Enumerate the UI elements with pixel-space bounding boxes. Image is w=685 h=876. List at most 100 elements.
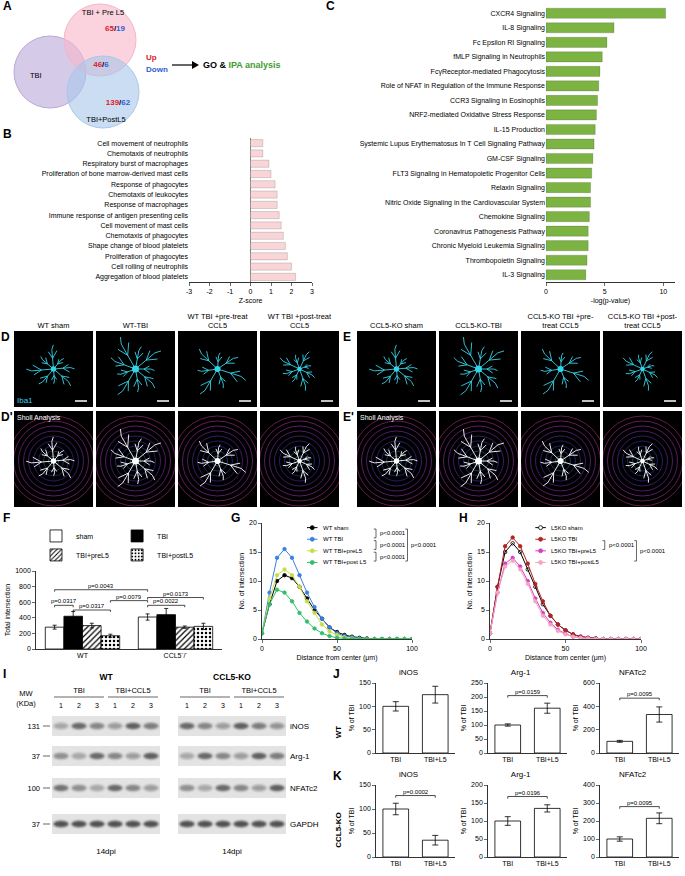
- svg-text:1000: 1000: [15, 567, 31, 574]
- svg-text:20: 20: [249, 519, 257, 526]
- svg-text:TBI+PostL5: TBI+PostL5: [86, 115, 125, 124]
- svg-text:p=0.0095: p=0.0095: [627, 691, 653, 697]
- svg-text:800: 800: [19, 583, 31, 590]
- svg-text:0: 0: [488, 645, 492, 652]
- svg-text:Z-score: Z-score: [239, 297, 263, 304]
- svg-text:10: 10: [249, 577, 257, 584]
- svg-text:1: 1: [185, 702, 189, 709]
- svg-text:Response of macrophages: Response of macrophages: [104, 201, 188, 209]
- svg-text:1: 1: [113, 702, 117, 709]
- svg-text:0: 0: [591, 749, 595, 756]
- svg-text:p<0.0001: p<0.0001: [380, 554, 406, 560]
- svg-text:p=0.0002: p=0.0002: [403, 789, 429, 795]
- svg-text:200: 200: [471, 693, 483, 700]
- svg-text:400: 400: [583, 781, 595, 788]
- svg-text:Arg-1: Arg-1: [511, 770, 531, 779]
- svg-text:2: 2: [77, 702, 81, 709]
- svg-text:100: 100: [359, 703, 371, 710]
- svg-text:100: 100: [406, 645, 418, 652]
- svg-text:Arg-1: Arg-1: [290, 752, 310, 761]
- svg-text:WT: WT: [334, 726, 343, 739]
- svg-text:Respiratory burst of macrophag: Respiratory burst of macrophages: [83, 160, 189, 168]
- svg-text:% of TBI: % of TBI: [348, 808, 355, 835]
- svg-text:No. of intersection: No. of intersection: [466, 553, 473, 610]
- svg-text:10: 10: [659, 288, 667, 295]
- svg-text:% of TBI: % of TBI: [572, 808, 579, 835]
- svg-text:p=0.0196: p=0.0196: [515, 790, 541, 796]
- svg-text:IL-3 Signaling: IL-3 Signaling: [502, 271, 545, 279]
- svg-text:400: 400: [19, 614, 31, 621]
- svg-text:WT: WT: [77, 652, 89, 659]
- svg-text:L5KO TBI+postL5: L5KO TBI+postL5: [551, 559, 599, 565]
- svg-text:14dpi: 14dpi: [222, 847, 242, 856]
- svg-text:0: 0: [367, 853, 371, 860]
- svg-text:L5KO TBI: L5KO TBI: [551, 536, 578, 542]
- svg-text:50: 50: [475, 835, 483, 842]
- svg-text:Proliferation of bone marrow-d: Proliferation of bone marrow-derived mas…: [42, 170, 189, 177]
- svg-text:p<0.0001: p<0.0001: [380, 542, 406, 548]
- svg-text:WT TBI+post L5: WT TBI+post L5: [323, 559, 367, 565]
- svg-text:37: 37: [32, 752, 40, 761]
- svg-text:200: 200: [19, 630, 31, 637]
- svg-text:1: 1: [239, 702, 243, 709]
- svg-text:WT TBI+preL5: WT TBI+preL5: [323, 548, 363, 554]
- svg-text:150: 150: [471, 799, 483, 806]
- svg-text:TBI+L5: TBI+L5: [424, 860, 447, 867]
- svg-text:50: 50: [363, 829, 371, 836]
- svg-text:-2: -2: [206, 288, 212, 295]
- svg-text:3: 3: [310, 288, 314, 295]
- svg-text:2: 2: [203, 702, 207, 709]
- svg-text:No. of intersection: No. of intersection: [238, 553, 245, 610]
- svg-text:WT TBI: WT TBI: [323, 536, 343, 542]
- svg-text:sham: sham: [76, 533, 93, 540]
- svg-text:Iba1: Iba1: [17, 396, 33, 405]
- svg-text:p=0.0159: p=0.0159: [515, 689, 541, 695]
- svg-text:CXCR4 Signaling: CXCR4 Signaling: [491, 10, 546, 18]
- svg-text:TBI: TBI: [614, 756, 625, 763]
- svg-text:MW: MW: [19, 689, 33, 698]
- svg-text:WT: WT: [99, 672, 113, 682]
- svg-text:Chemotaxis of leukocytes: Chemotaxis of leukocytes: [108, 191, 188, 199]
- svg-text:FcγReceptor-mediated Phagocyto: FcγReceptor-mediated Phagocytosis: [431, 68, 546, 76]
- svg-text:Proliferation of phagocytes: Proliferation of phagocytes: [105, 253, 188, 261]
- svg-text:TBI+L5: TBI+L5: [648, 860, 671, 867]
- svg-text:TBI: TBI: [390, 756, 401, 763]
- svg-text:50: 50: [562, 645, 570, 652]
- svg-text:TBI+L5: TBI+L5: [536, 756, 559, 763]
- svg-text:p=0.0095: p=0.0095: [627, 800, 653, 806]
- svg-text:0: 0: [591, 853, 595, 860]
- svg-text:200: 200: [471, 781, 483, 788]
- svg-text:TBI+CCL5: TBI+CCL5: [241, 686, 276, 695]
- svg-text:-log(p-value): -log(p-value): [591, 297, 630, 305]
- svg-text:3: 3: [95, 702, 99, 709]
- svg-text:15: 15: [249, 548, 257, 555]
- svg-text:400: 400: [583, 703, 595, 710]
- svg-text:14dpi: 14dpi: [96, 847, 116, 856]
- svg-text:46/6: 46/6: [93, 60, 109, 69]
- svg-text:Nitric Oxide Signaling in the: Nitric Oxide Signaling in the Cardiovasc…: [385, 199, 545, 207]
- svg-text:150: 150: [359, 679, 371, 686]
- svg-text:CCR3 Signaling in Eosinophils: CCR3 Signaling in Eosinophils: [450, 97, 545, 105]
- svg-text:65/19: 65/19: [105, 24, 126, 33]
- svg-text:p=0.0173: p=0.0173: [163, 591, 189, 597]
- svg-text:NRF2-mediated Oxidative Stress: NRF2-mediated Oxidative Stress Response: [409, 111, 545, 119]
- svg-text:Sholl Analysis: Sholl Analysis: [17, 414, 61, 422]
- svg-text:L5KO sham: L5KO sham: [551, 525, 583, 531]
- svg-text:iNOS: iNOS: [399, 770, 418, 779]
- svg-text:TBI: TBI: [157, 533, 168, 540]
- svg-text:CCL5⁻/⁻: CCL5⁻/⁻: [164, 652, 189, 659]
- svg-text:CCL5-KO: CCL5-KO: [213, 672, 251, 682]
- svg-text:GM-CSF Signaling: GM-CSF Signaling: [487, 155, 545, 163]
- svg-text:NFATc2: NFATc2: [619, 668, 647, 677]
- svg-text:Down: Down: [146, 65, 168, 74]
- svg-text:GO & IPA analysis: GO & IPA analysis: [203, 60, 281, 70]
- svg-text:p<0.0001: p<0.0001: [609, 542, 635, 548]
- svg-text:TBI+L5: TBI+L5: [648, 756, 671, 763]
- svg-text:fMLP Signaling in Neutrophils: fMLP Signaling in Neutrophils: [453, 53, 545, 61]
- svg-text:100: 100: [635, 645, 647, 652]
- svg-text:139/62: 139/62: [106, 98, 131, 107]
- svg-text:0: 0: [367, 749, 371, 756]
- svg-text:250: 250: [471, 679, 483, 686]
- svg-text:WT sham: WT sham: [323, 525, 349, 531]
- svg-text:300: 300: [583, 799, 595, 806]
